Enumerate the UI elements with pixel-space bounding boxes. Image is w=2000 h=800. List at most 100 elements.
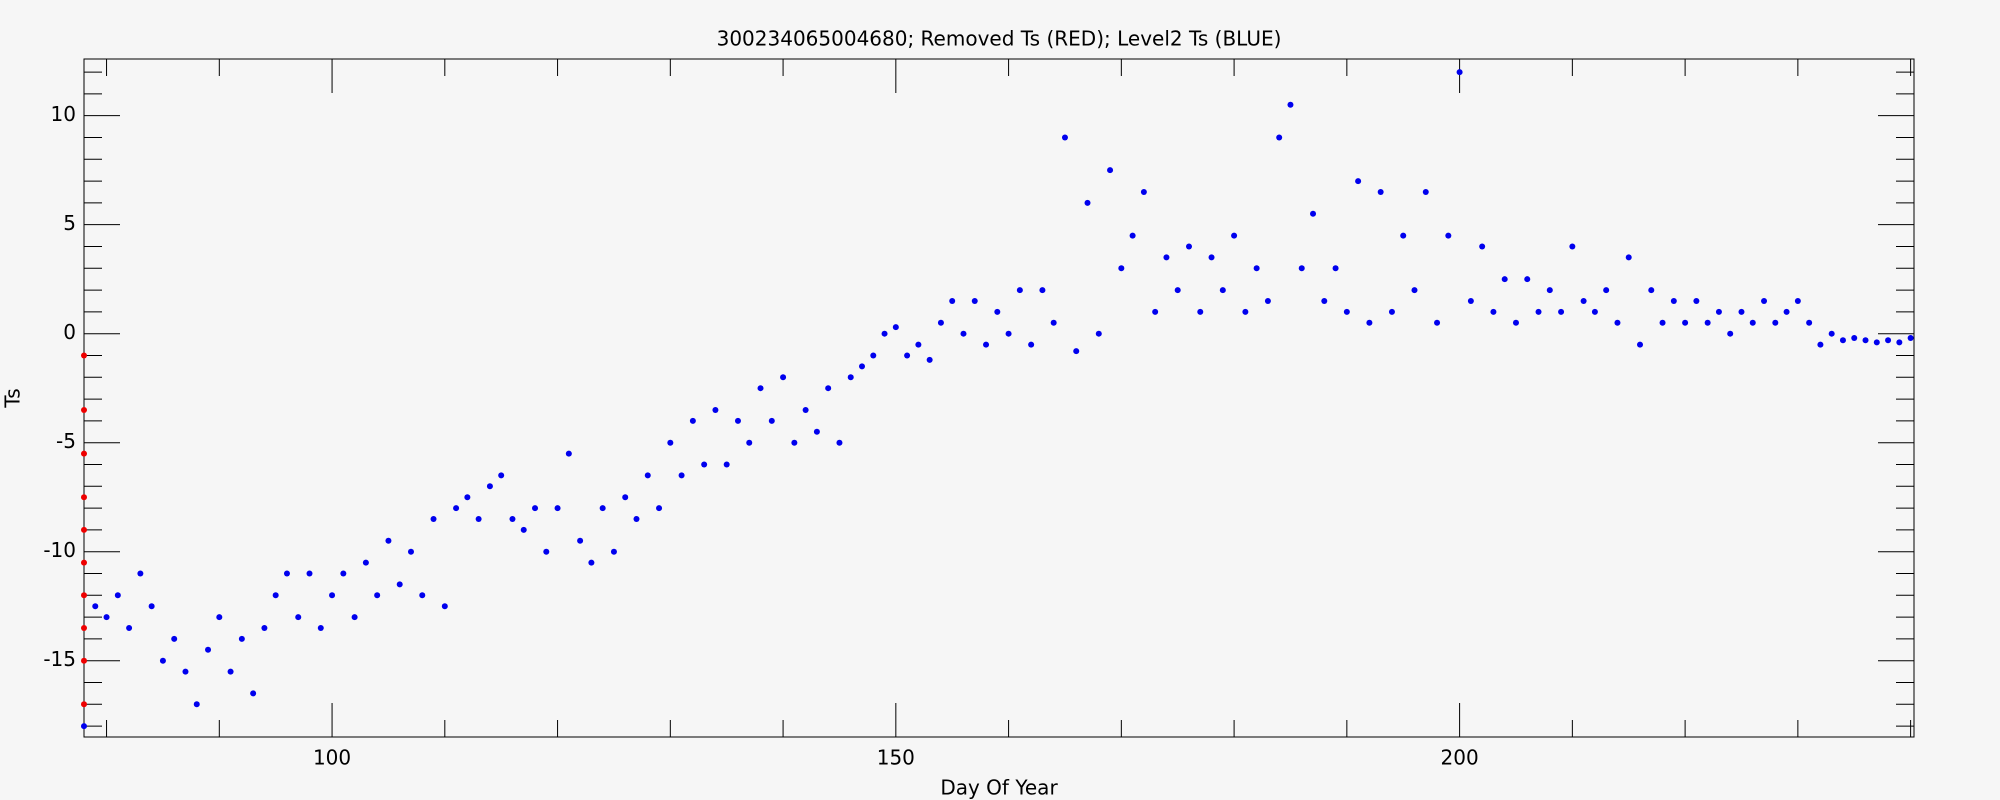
y-tick-label: -5 bbox=[56, 429, 76, 453]
data-point bbox=[1208, 254, 1215, 261]
data-point bbox=[1873, 339, 1880, 346]
data-point bbox=[689, 417, 696, 424]
data-point bbox=[1321, 297, 1328, 304]
data-point bbox=[126, 624, 133, 631]
data-point bbox=[768, 417, 775, 424]
data-point bbox=[1107, 167, 1114, 174]
data-point bbox=[520, 526, 527, 533]
data-point bbox=[193, 701, 200, 708]
data-point bbox=[1896, 339, 1903, 346]
data-point bbox=[1050, 319, 1057, 326]
data-point bbox=[1851, 335, 1858, 342]
data-point bbox=[81, 592, 87, 599]
y-tick-label: 5 bbox=[63, 211, 76, 235]
data-point bbox=[1535, 308, 1542, 315]
data-point bbox=[1152, 308, 1159, 315]
data-point bbox=[1704, 319, 1711, 326]
data-point bbox=[1670, 297, 1677, 304]
data-point bbox=[1231, 232, 1238, 239]
data-point bbox=[171, 635, 178, 642]
data-point bbox=[1276, 134, 1283, 141]
data-point bbox=[509, 515, 516, 522]
data-point bbox=[1591, 308, 1598, 315]
data-point bbox=[1084, 199, 1091, 206]
data-point bbox=[1039, 287, 1046, 294]
data-point bbox=[407, 548, 414, 555]
data-point bbox=[1310, 210, 1317, 217]
data-point bbox=[577, 537, 584, 544]
data-point bbox=[1659, 319, 1666, 326]
data-point bbox=[1558, 308, 1565, 315]
data-point bbox=[1637, 341, 1644, 348]
data-point bbox=[1817, 341, 1824, 348]
data-point bbox=[1569, 243, 1576, 250]
data-point bbox=[340, 570, 347, 577]
data-point bbox=[283, 570, 290, 577]
data-point bbox=[1028, 341, 1035, 348]
data-point bbox=[1580, 297, 1587, 304]
data-point bbox=[813, 428, 820, 435]
data-point bbox=[926, 356, 933, 363]
data-point bbox=[362, 559, 369, 566]
data-point bbox=[137, 570, 144, 577]
data-point bbox=[723, 461, 730, 468]
data-point bbox=[250, 690, 257, 697]
data-point bbox=[1828, 330, 1835, 337]
data-point bbox=[295, 614, 302, 621]
data-point bbox=[81, 559, 87, 566]
data-point bbox=[486, 483, 493, 490]
data-point bbox=[148, 603, 155, 610]
data-point bbox=[1727, 330, 1734, 337]
data-point bbox=[1073, 348, 1080, 355]
data-point bbox=[385, 537, 392, 544]
data-point bbox=[216, 614, 223, 621]
data-point bbox=[1185, 243, 1192, 250]
data-point bbox=[81, 657, 87, 664]
data-point bbox=[1061, 134, 1068, 141]
data-point bbox=[1287, 101, 1294, 108]
data-point bbox=[1749, 319, 1756, 326]
data-point bbox=[81, 526, 87, 533]
data-point bbox=[1512, 319, 1519, 326]
data-point bbox=[791, 439, 798, 446]
data-point bbox=[1355, 178, 1362, 185]
data-point bbox=[1862, 337, 1869, 344]
data-point bbox=[1197, 308, 1204, 315]
data-point bbox=[825, 385, 832, 392]
y-tick-label: 10 bbox=[51, 102, 76, 126]
data-point bbox=[272, 592, 279, 599]
data-point bbox=[1219, 287, 1226, 294]
data-point bbox=[464, 494, 471, 501]
data-point bbox=[1693, 297, 1700, 304]
data-point bbox=[667, 439, 674, 446]
data-point bbox=[1253, 265, 1260, 272]
data-point bbox=[81, 723, 87, 730]
data-point bbox=[441, 603, 448, 610]
data-point bbox=[1783, 308, 1790, 315]
data-point bbox=[701, 461, 708, 468]
data-point bbox=[1648, 287, 1655, 294]
data-point bbox=[430, 515, 437, 522]
data-point bbox=[633, 515, 640, 522]
data-point bbox=[622, 494, 629, 501]
data-point bbox=[1264, 297, 1271, 304]
x-tick-label: 150 bbox=[877, 746, 915, 770]
data-point bbox=[1907, 335, 1914, 342]
data-point bbox=[1005, 330, 1012, 337]
data-point bbox=[306, 570, 313, 577]
data-point bbox=[1118, 265, 1125, 272]
data-point bbox=[1298, 265, 1305, 272]
data-point bbox=[1400, 232, 1407, 239]
data-point bbox=[227, 668, 234, 675]
data-point bbox=[238, 635, 245, 642]
data-point bbox=[1839, 337, 1846, 344]
data-point bbox=[498, 472, 505, 479]
data-point bbox=[329, 592, 336, 599]
data-point bbox=[1546, 287, 1553, 294]
data-point bbox=[475, 515, 482, 522]
data-point bbox=[836, 439, 843, 446]
data-point bbox=[396, 581, 403, 588]
data-point bbox=[937, 319, 944, 326]
data-point bbox=[81, 450, 87, 457]
